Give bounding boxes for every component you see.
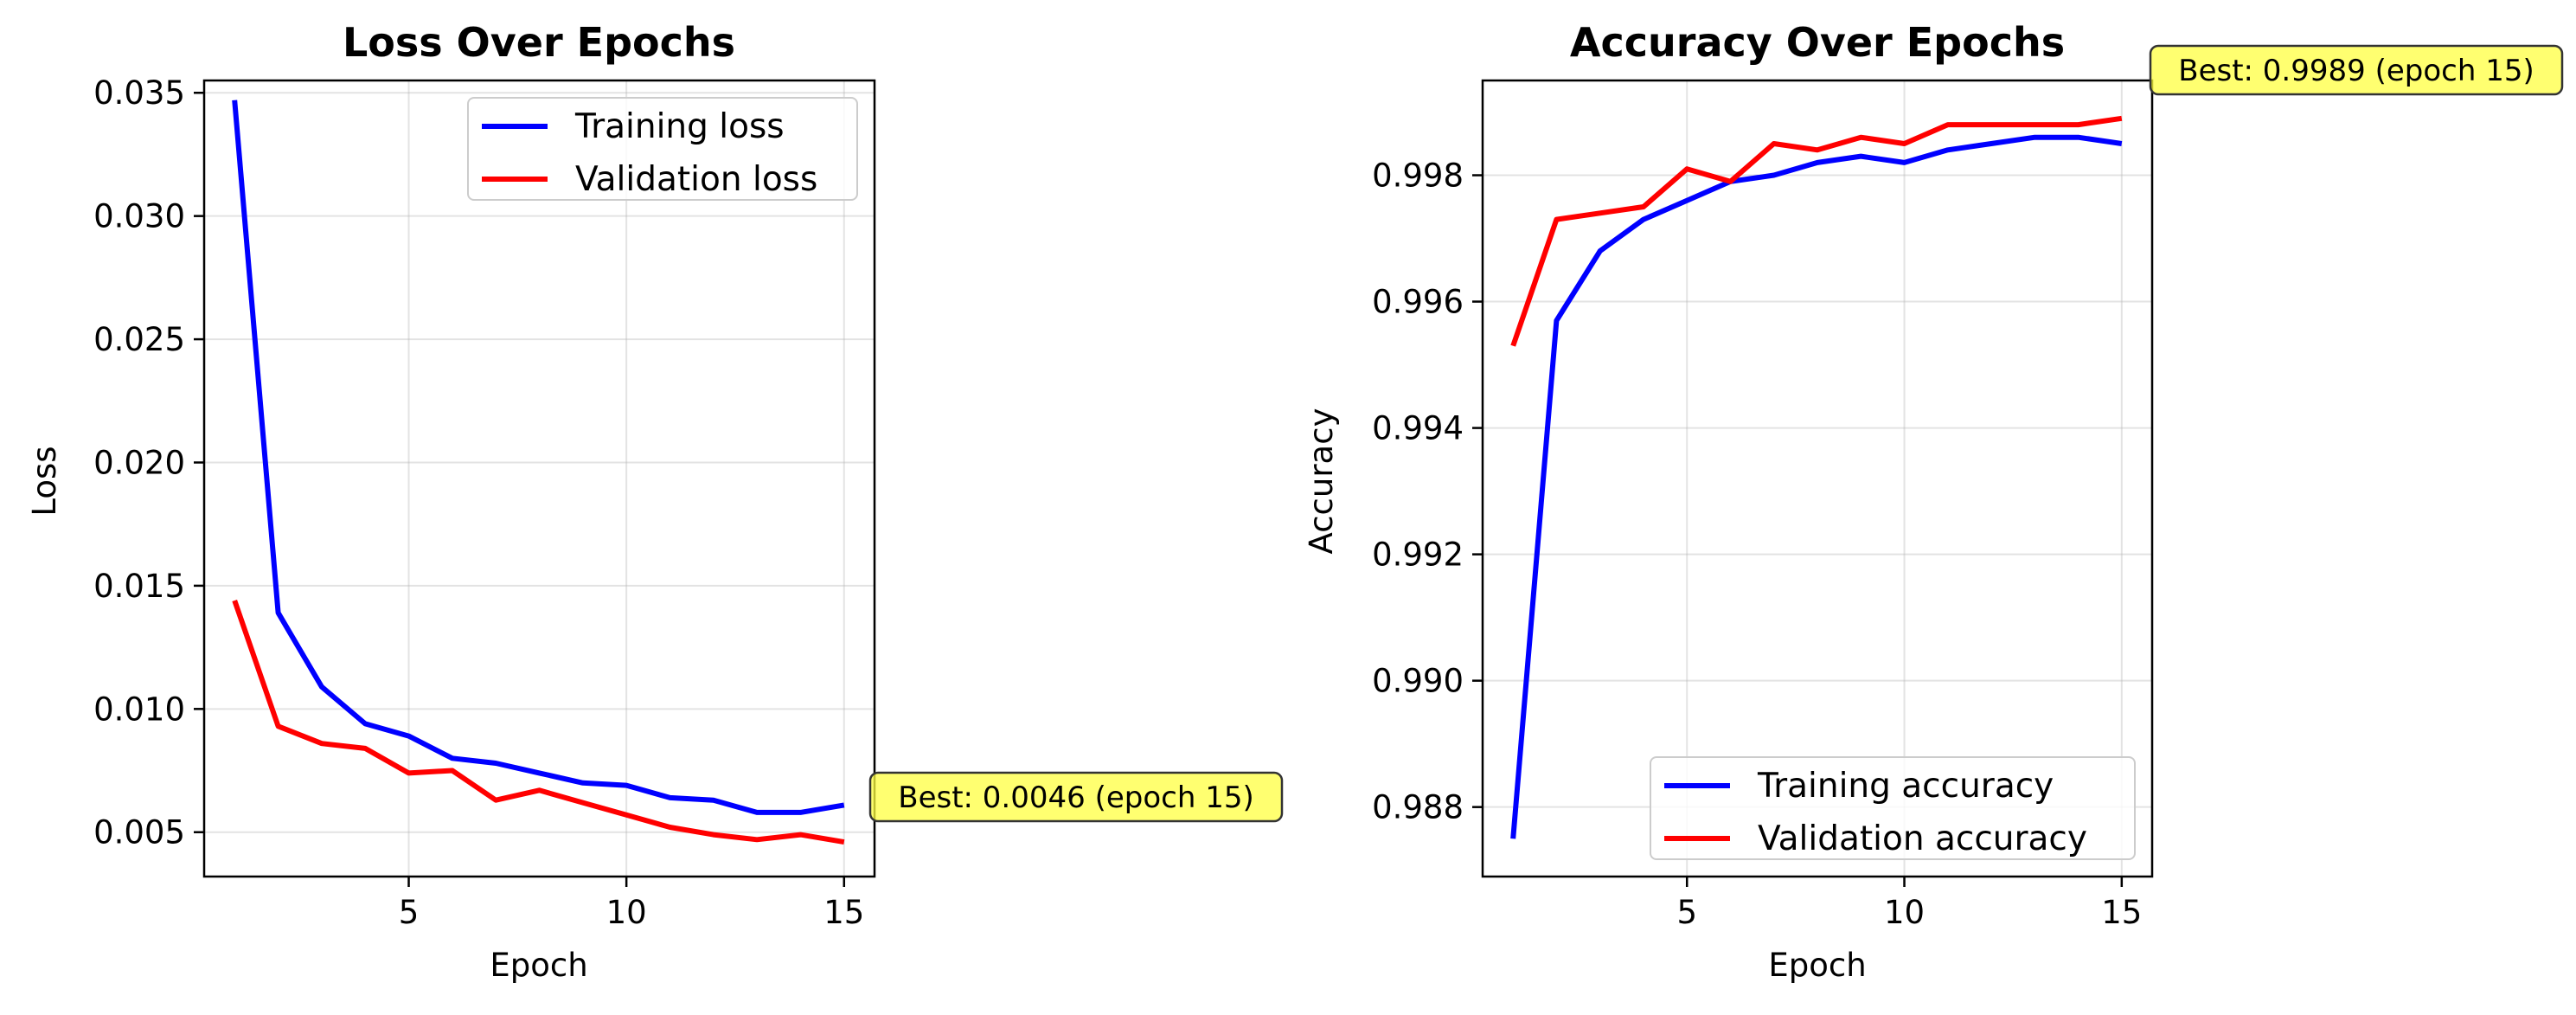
- accuracy-legend: Training accuracy Validation accuracy: [1650, 756, 2136, 860]
- loss-y-tick-label: 0.035: [93, 74, 185, 112]
- loss-chart-title: Loss Over Epochs: [343, 19, 735, 66]
- accuracy-y-tick-label: 0.998: [1372, 157, 1464, 195]
- accuracy-chart-title: Accuracy Over Epochs: [1570, 19, 2065, 66]
- accuracy-plot-frame: [1481, 79, 2154, 878]
- loss-best-annotation: Best: 0.0046 (epoch 15): [868, 771, 1284, 823]
- accuracy-best-annotation-text: Best: 0.9989 (epoch 15): [2178, 54, 2534, 88]
- accuracy-y-tick-label: 0.988: [1372, 789, 1464, 826]
- loss-plot-frame: [202, 79, 876, 878]
- accuracy-legend-label: Validation accuracy: [1758, 819, 2087, 858]
- loss-y-tick-label: 0.015: [93, 568, 185, 605]
- loss-y-tick-label: 0.010: [93, 691, 185, 728]
- loss-x-tick-label: 15: [823, 894, 864, 931]
- loss-x-tick-label: 10: [606, 894, 647, 931]
- accuracy-series-training-accuracy: [1510, 134, 2123, 839]
- loss-y-tick-label: 0.020: [93, 444, 185, 481]
- loss-x-tick-label: 5: [399, 894, 420, 931]
- loss-y-tick-label: 0.030: [93, 198, 185, 235]
- accuracy-legend-label: Training accuracy: [1757, 767, 2054, 806]
- accuracy-y-tick-label: 0.994: [1372, 410, 1464, 447]
- accuracy-x-tick-label: 5: [1676, 894, 1697, 931]
- accuracy-x-tick-label: 15: [2101, 894, 2142, 931]
- accuracy-series-validation-accuracy: [1510, 115, 2123, 347]
- loss-legend-box: [467, 97, 858, 201]
- loss-series-validation-loss: [232, 600, 845, 845]
- accuracy-x-tick-label: 10: [1884, 894, 1925, 931]
- accuracy-chart-y-label: Accuracy: [1303, 408, 1340, 555]
- loss-best-annotation-box: [868, 771, 1284, 823]
- loss-series-training-loss: [232, 100, 845, 815]
- loss-legend-label: Validation loss: [575, 160, 817, 199]
- loss-chart-x-label: Epoch: [490, 947, 587, 984]
- loss-y-tick-label: 0.025: [93, 321, 185, 358]
- loss-chart-y-label: Loss: [26, 446, 63, 516]
- loss-legend-label: Training loss: [574, 107, 785, 146]
- accuracy-legend-box: [1650, 756, 2136, 860]
- accuracy-chart-x-label: Epoch: [1768, 947, 1866, 984]
- loss-legend: Training loss Validation loss: [467, 97, 858, 201]
- accuracy-y-tick-label: 0.992: [1372, 536, 1464, 574]
- accuracy-y-tick-label: 0.990: [1372, 663, 1464, 700]
- loss-best-annotation-text: Best: 0.0046 (epoch 15): [898, 781, 1253, 815]
- loss-chart: Loss Over Epochs Epoch Loss 5 10 15 0.005 0.…: [26, 19, 1284, 984]
- accuracy-best-annotation-box: [2149, 44, 2564, 96]
- accuracy-best-annotation: Best: 0.9989 (epoch 15): [2149, 44, 2564, 96]
- accuracy-chart: Accuracy Over Epochs Epoch Accuracy 5 10 1…: [1303, 19, 2564, 984]
- loss-y-tick-label: 0.005: [93, 814, 185, 851]
- accuracy-y-tick-label: 0.996: [1372, 284, 1464, 321]
